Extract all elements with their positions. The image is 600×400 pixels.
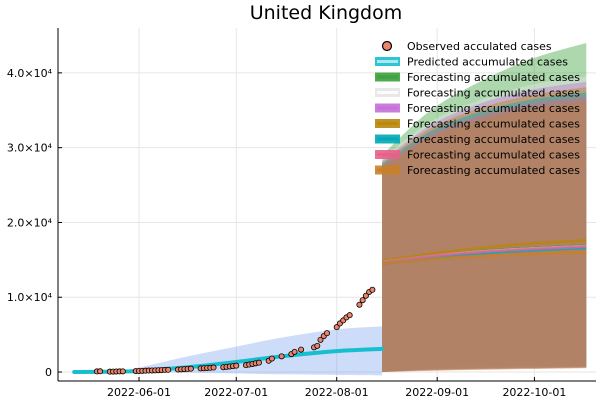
legend-forecast-2: Forecasting accumulated cases xyxy=(375,87,580,100)
observed-point xyxy=(359,297,366,304)
observed-point xyxy=(333,324,340,331)
forecast-line-6 xyxy=(381,244,587,265)
x-tick-label: 2022-10-01 xyxy=(502,386,566,399)
observed-point xyxy=(119,368,126,375)
observed-point xyxy=(233,362,240,369)
x-tick-label: 2022-07-01 xyxy=(204,386,268,399)
legend-observed: Observed acculated cases xyxy=(381,40,552,53)
uncertainty-bands xyxy=(74,42,587,376)
y-tick-label: 1.0×10⁴ xyxy=(7,291,53,304)
forecast-band-5 xyxy=(382,92,587,373)
observed-point xyxy=(356,301,363,308)
forecast-band-3 xyxy=(382,81,587,373)
y-tick-label: 2.0×10⁴ xyxy=(7,216,53,229)
legend-predicted: Predicted accumulated cases xyxy=(375,56,568,69)
forecast-band-4 xyxy=(382,87,587,373)
forecast-band-7 xyxy=(382,101,587,373)
legend-label: Predicted accumulated cases xyxy=(407,56,568,69)
legend-label: Forecasting accumulated cases xyxy=(407,164,580,177)
forecast-line-7 xyxy=(381,250,587,266)
observed-point xyxy=(165,366,172,373)
forecast-band-1 xyxy=(382,42,587,373)
legend-label: Forecasting accumulated cases xyxy=(407,149,580,162)
legend-label: Forecasting accumulated cases xyxy=(407,102,580,115)
x-tick-label: 2022-06-01 xyxy=(107,386,171,399)
forecast-line-4 xyxy=(381,238,587,263)
observed-point xyxy=(291,348,298,355)
observed-point xyxy=(317,336,324,343)
y-tick-label: 0 xyxy=(45,366,52,379)
y-tick-label: 3.0×10⁴ xyxy=(7,142,53,155)
x-tick-label: 2022-08-01 xyxy=(305,386,369,399)
forecast-band-6 xyxy=(382,96,587,373)
predicted-band xyxy=(74,326,383,376)
legend-forecast-7: Forecasting accumulated cases xyxy=(375,164,580,177)
observed-point xyxy=(298,346,305,353)
legend-label: Forecasting accumulated cases xyxy=(407,87,580,100)
legend-forecast-4: Forecasting accumulated cases xyxy=(375,118,580,131)
observed-point xyxy=(97,368,104,375)
legend-forecast-1: Forecasting accumulated cases xyxy=(375,71,580,84)
legend-forecast-6: Forecasting accumulated cases xyxy=(375,149,580,162)
observed-point xyxy=(362,292,369,299)
legend-forecast-3: Forecasting accumulated cases xyxy=(375,102,580,115)
legend-label: Observed acculated cases xyxy=(407,40,552,53)
x-tick-label: 2022-09-01 xyxy=(405,386,469,399)
observed-point xyxy=(268,355,275,362)
axes xyxy=(57,28,596,382)
legend-forecast-5: Forecasting accumulated cases xyxy=(375,133,580,146)
grid xyxy=(58,28,596,381)
chart-title: United Kingdom xyxy=(250,2,403,24)
observed-points xyxy=(93,286,376,375)
legend-label: Forecasting accumulated cases xyxy=(407,133,580,146)
y-tick-label: 4.0×10⁴ xyxy=(7,67,53,80)
observed-point xyxy=(255,359,262,366)
legend-marker xyxy=(381,40,393,52)
legend-label: Forecasting accumulated cases xyxy=(407,71,580,84)
forecast-band-2 xyxy=(382,76,587,373)
observed-point xyxy=(323,330,330,337)
observed-point xyxy=(314,342,321,349)
observed-point xyxy=(210,364,217,371)
tick-labels: 2022-06-01 2022-07-01 2022-08-01 2022-09-01… xyxy=(7,67,567,399)
observed-point xyxy=(346,312,353,319)
legend: Observed acculated cases Predicted accumu… xyxy=(375,40,580,177)
observed-point xyxy=(369,286,376,293)
observed-point xyxy=(278,353,285,360)
legend-label: Forecasting accumulated cases xyxy=(407,118,580,131)
observed-point xyxy=(187,365,194,372)
